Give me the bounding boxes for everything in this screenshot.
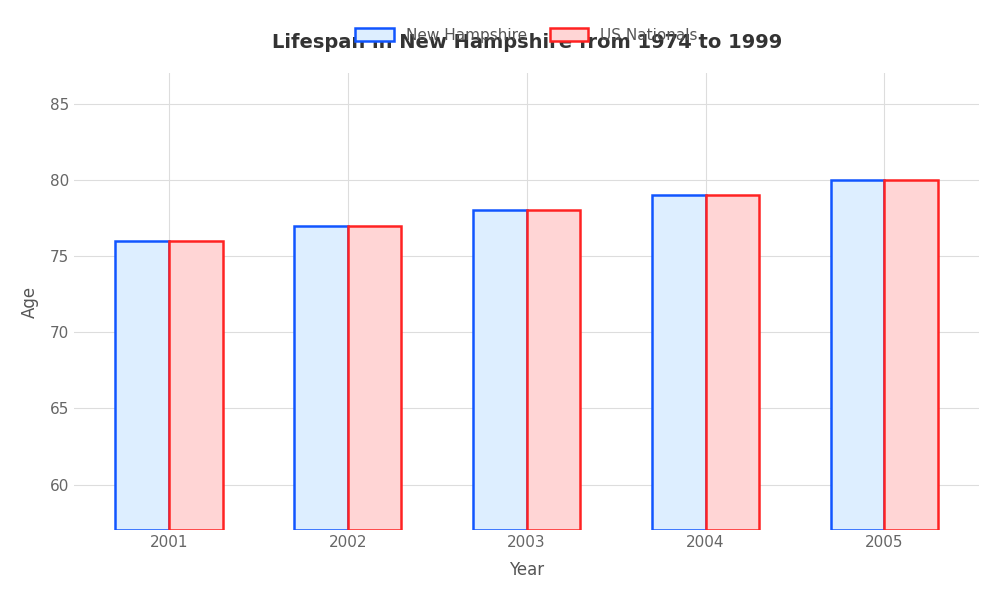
Bar <box>652 195 706 530</box>
X-axis label: Year: Year <box>509 561 544 579</box>
Bar <box>294 226 348 530</box>
Bar <box>348 226 401 530</box>
Title: Lifespan in New Hampshire from 1974 to 1999: Lifespan in New Hampshire from 1974 to 1… <box>272 33 782 52</box>
Bar <box>831 180 884 530</box>
Bar <box>473 211 527 530</box>
Bar <box>115 241 169 530</box>
Y-axis label: Age: Age <box>21 286 39 318</box>
Legend: New Hampshire, US Nationals: New Hampshire, US Nationals <box>349 22 704 49</box>
Bar <box>169 241 223 530</box>
Bar <box>527 211 580 530</box>
Bar <box>884 180 938 530</box>
Bar <box>706 195 759 530</box>
